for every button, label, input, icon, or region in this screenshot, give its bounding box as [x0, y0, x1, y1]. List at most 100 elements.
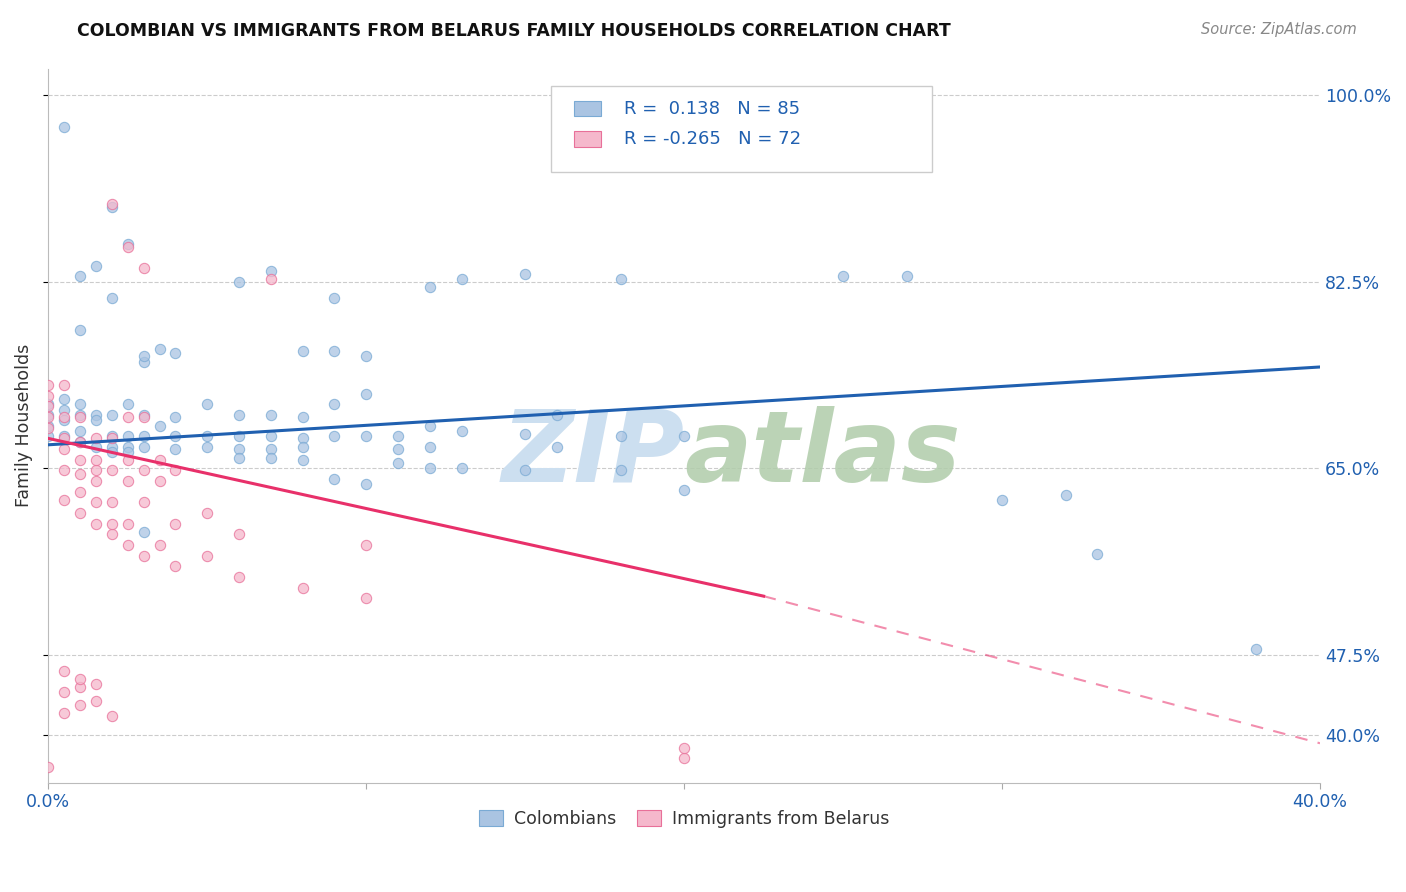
Point — [291, 452, 314, 467]
Point — [323, 397, 346, 411]
Point — [450, 271, 472, 285]
Point — [260, 271, 283, 285]
Point — [101, 429, 124, 443]
Point — [37, 400, 59, 414]
Point — [53, 463, 76, 477]
Point — [53, 410, 76, 425]
Point — [37, 389, 59, 403]
Text: R =  0.138   N = 85: R = 0.138 N = 85 — [624, 100, 800, 118]
Point — [354, 349, 377, 363]
Point — [291, 431, 314, 445]
Point — [1054, 488, 1077, 502]
Y-axis label: Family Households: Family Households — [15, 344, 32, 508]
Point — [53, 431, 76, 445]
Point — [354, 538, 377, 552]
Point — [228, 429, 250, 443]
Point — [450, 424, 472, 438]
Point — [101, 463, 124, 477]
Point — [609, 429, 631, 443]
Point — [69, 698, 91, 712]
Point — [69, 397, 91, 411]
Point — [117, 410, 139, 425]
Point — [69, 410, 91, 425]
Point — [84, 693, 107, 707]
Point — [515, 463, 537, 477]
Point — [148, 452, 170, 467]
Point — [673, 751, 696, 765]
Point — [117, 429, 139, 443]
Legend: Colombians, Immigrants from Belarus: Colombians, Immigrants from Belarus — [472, 803, 896, 835]
Point — [323, 343, 346, 358]
FancyBboxPatch shape — [551, 87, 932, 172]
Point — [132, 349, 155, 363]
Point — [260, 408, 283, 422]
Point — [228, 527, 250, 541]
Point — [832, 269, 855, 284]
Point — [354, 386, 377, 401]
Point — [354, 477, 377, 491]
Point — [84, 474, 107, 488]
Point — [101, 445, 124, 459]
Point — [37, 421, 59, 435]
Point — [419, 418, 441, 433]
Point — [84, 676, 107, 690]
Point — [69, 673, 91, 687]
Point — [84, 413, 107, 427]
Point — [387, 429, 409, 443]
Point — [69, 680, 91, 694]
Point — [419, 461, 441, 475]
Point — [132, 463, 155, 477]
Point — [117, 239, 139, 253]
Point — [117, 237, 139, 252]
Point — [132, 354, 155, 368]
Point — [515, 427, 537, 442]
Point — [291, 581, 314, 595]
Point — [165, 442, 187, 456]
Point — [165, 410, 187, 425]
Point — [450, 461, 472, 475]
Point — [117, 452, 139, 467]
Point — [69, 484, 91, 499]
Point — [260, 429, 283, 443]
Point — [53, 664, 76, 678]
Point — [101, 440, 124, 454]
Point — [53, 378, 76, 392]
Point — [101, 516, 124, 531]
FancyBboxPatch shape — [574, 101, 602, 116]
Point — [195, 440, 218, 454]
Point — [132, 525, 155, 540]
Point — [101, 708, 124, 723]
Point — [37, 418, 59, 433]
Point — [37, 410, 59, 425]
Point — [132, 495, 155, 509]
Point — [84, 440, 107, 454]
Point — [165, 559, 187, 574]
Point — [323, 291, 346, 305]
Point — [117, 538, 139, 552]
Point — [132, 440, 155, 454]
Point — [260, 450, 283, 465]
Point — [737, 139, 759, 153]
Point — [195, 429, 218, 443]
Point — [84, 495, 107, 509]
Point — [291, 410, 314, 425]
Point — [132, 260, 155, 275]
Point — [1087, 547, 1109, 561]
Point — [354, 591, 377, 606]
Point — [69, 434, 91, 449]
Point — [323, 472, 346, 486]
Point — [673, 429, 696, 443]
Point — [673, 483, 696, 497]
Point — [419, 280, 441, 294]
Point — [101, 408, 124, 422]
Point — [53, 402, 76, 417]
Point — [69, 424, 91, 438]
Text: R = -0.265   N = 72: R = -0.265 N = 72 — [624, 130, 801, 148]
Point — [84, 516, 107, 531]
Point — [515, 267, 537, 281]
Point — [37, 429, 59, 443]
Point — [132, 408, 155, 422]
Point — [69, 269, 91, 284]
Point — [84, 259, 107, 273]
FancyBboxPatch shape — [574, 131, 602, 147]
